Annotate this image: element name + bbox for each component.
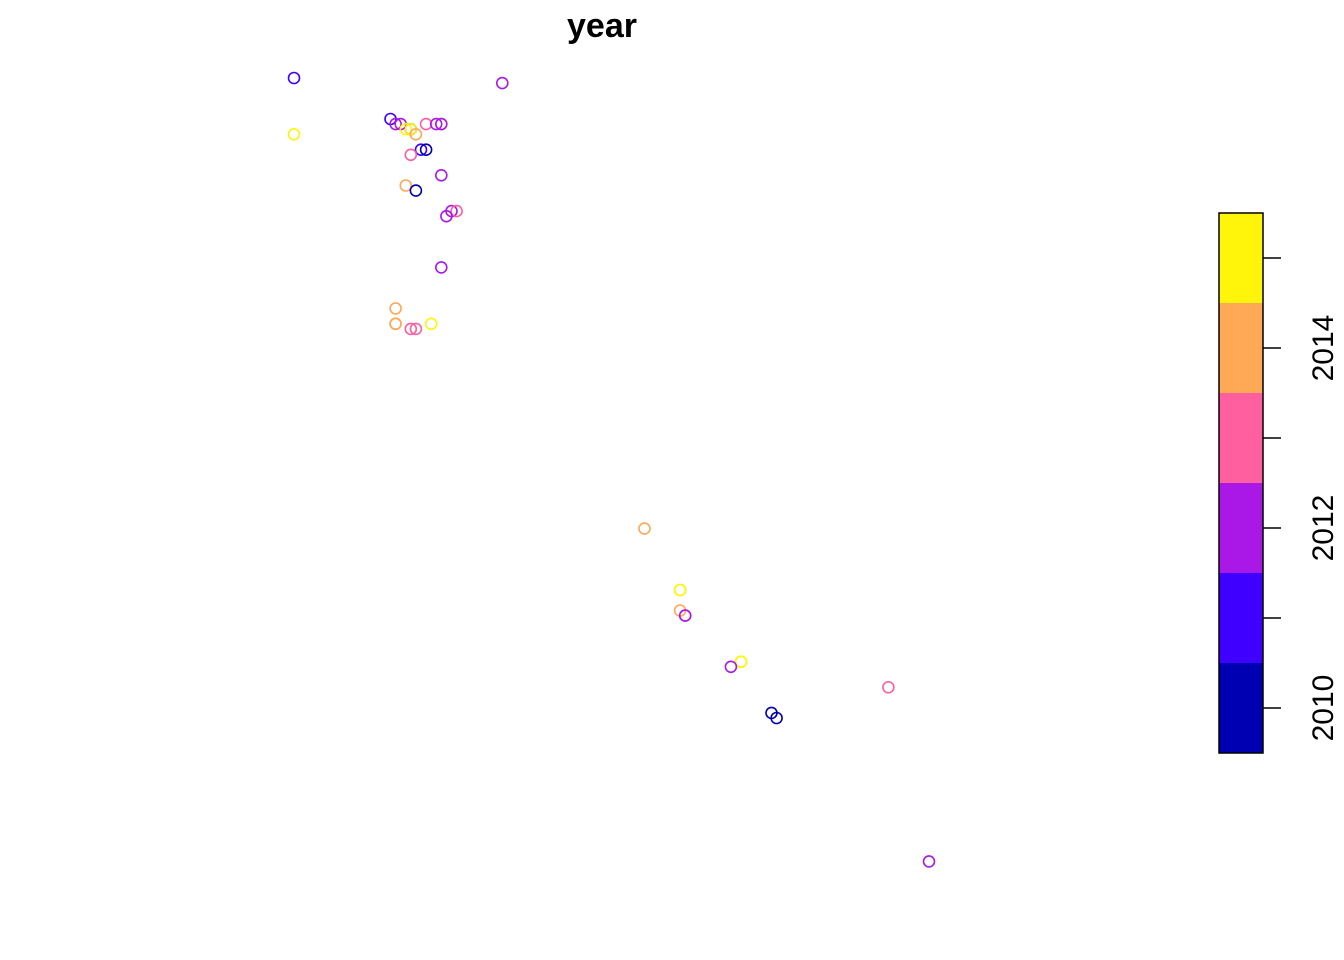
colorbar-bin: [1219, 573, 1263, 663]
data-point: [399, 122, 413, 136]
data-point: [419, 117, 433, 131]
data-point: [389, 117, 402, 131]
data-point: [399, 179, 413, 192]
colorbar-bin: [1219, 213, 1263, 303]
data-point: [409, 322, 423, 336]
data-point: [495, 76, 509, 90]
data-point: [678, 609, 692, 622]
data-point: [724, 660, 738, 674]
data-point: [287, 71, 301, 85]
colorbar-bin: [1219, 663, 1263, 753]
data-point: [419, 143, 433, 156]
colorbar-tick-label: 2012: [1307, 495, 1340, 562]
colorbar-tick-label: 2014: [1307, 315, 1340, 382]
data-point: [409, 184, 423, 197]
chart-title: year: [567, 7, 637, 45]
points-layer: [287, 71, 936, 868]
data-point: [434, 169, 448, 182]
data-point: [638, 522, 651, 535]
data-point: [389, 302, 402, 315]
colorbar-frame: [1218, 212, 1264, 754]
data-point: [409, 128, 423, 141]
data-point: [922, 855, 936, 868]
data-point: [429, 117, 443, 131]
data-point: [440, 209, 453, 223]
data-point: [414, 143, 428, 156]
data-point: [389, 317, 402, 331]
data-point: [424, 317, 438, 331]
colorbar-bin: [1219, 483, 1263, 573]
colorbar-legend: 2010 2012 2014: [1218, 212, 1340, 754]
data-point: [287, 128, 301, 141]
data-point: [404, 148, 418, 162]
data-point: [404, 322, 418, 336]
data-point: [450, 204, 463, 218]
data-point: [434, 261, 448, 274]
colorbar-bin: [1219, 303, 1263, 393]
colorbar-bin: [1219, 393, 1263, 483]
data-point: [434, 117, 448, 131]
data-point: [734, 655, 748, 669]
data-point: [882, 680, 895, 694]
data-point: [673, 583, 687, 597]
colorbar-tick-label: 2010: [1307, 675, 1340, 742]
data-point: [770, 711, 783, 725]
